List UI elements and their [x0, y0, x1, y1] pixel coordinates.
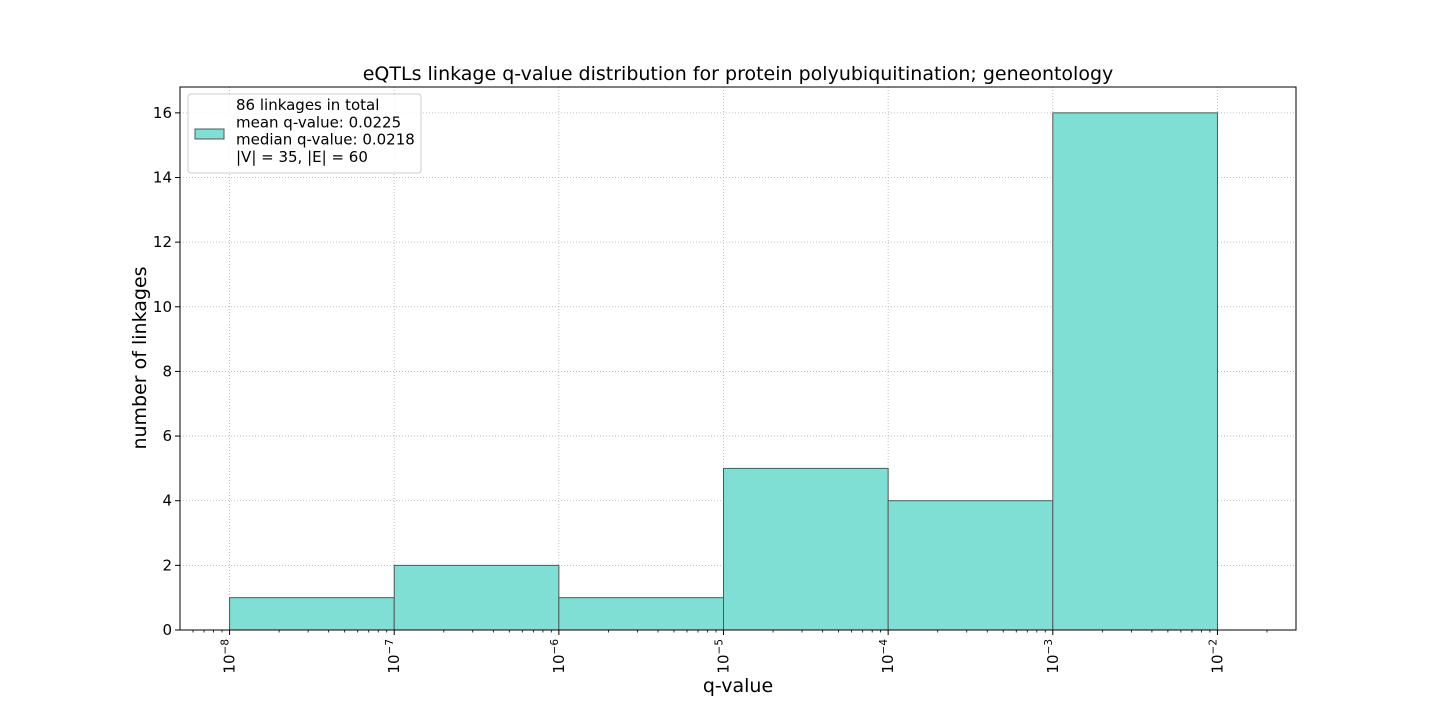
x-axis-ticks: 10−8 10−7 10−6 10−5 10−4 10−3 10−2	[192, 630, 1268, 674]
x-axis-label: q-value	[703, 675, 773, 697]
y-tick-label: 16	[153, 104, 172, 122]
legend-line: median q-value: 0.0218	[236, 131, 415, 149]
legend-line: mean q-value: 0.0225	[236, 113, 401, 131]
legend: 86 linkages in total mean q-value: 0.0225…	[187, 93, 422, 174]
x-tick-label: 10−3	[1043, 639, 1062, 674]
x-tick-label-text: 10−4	[878, 639, 897, 674]
x-tick-label: 10−2	[1207, 639, 1226, 674]
x-tick-label: 10−6	[549, 639, 568, 674]
y-tick-label: 6	[162, 427, 172, 445]
histogram-bar	[723, 467, 889, 631]
histogram-bar	[393, 564, 560, 631]
y-tick-label: 12	[153, 233, 172, 251]
x-tick-label-text: 10−6	[549, 639, 568, 674]
x-tick-label-text: 10−7	[384, 639, 403, 674]
legend-line: |V| = 35, |E| = 60	[236, 148, 368, 166]
y-tick-label: 8	[162, 362, 172, 380]
y-tick-label: 10	[153, 298, 172, 316]
x-tick-label: 10−7	[384, 639, 403, 674]
x-tick-label-text: 10−2	[1207, 639, 1226, 674]
histogram-bars	[229, 112, 1218, 631]
y-axis-ticks: 0 2 4 6 8 10 12 14 16	[153, 104, 180, 639]
y-axis-label: number of linkages	[129, 266, 151, 449]
y-tick-label: 14	[153, 169, 172, 187]
histogram-bar	[229, 597, 395, 631]
y-tick-label: 4	[162, 492, 172, 510]
legend-text: 86 linkages in total mean q-value: 0.0225…	[236, 96, 415, 166]
x-tick-label: 10−4	[878, 639, 897, 674]
y-tick-label: 0	[162, 621, 172, 639]
legend-box	[187, 93, 422, 174]
chart-title: eQTLs linkage q-value distribution for p…	[363, 63, 1114, 85]
legend-swatch	[194, 128, 225, 140]
histogram-bar	[887, 500, 1054, 631]
histogram-bar	[1052, 112, 1218, 631]
x-tick-label: 10−8	[220, 639, 239, 674]
plot-frame	[179, 86, 1297, 631]
x-tick-label-text: 10−5	[714, 639, 733, 674]
x-tick-label-text: 10−8	[220, 639, 239, 674]
x-tick-label-text: 10−3	[1043, 639, 1062, 674]
x-tick-label: 10−5	[714, 639, 733, 674]
legend-line: 86 linkages in total	[236, 96, 379, 114]
histogram-bar	[558, 597, 725, 631]
y-tick-label: 2	[162, 556, 172, 574]
